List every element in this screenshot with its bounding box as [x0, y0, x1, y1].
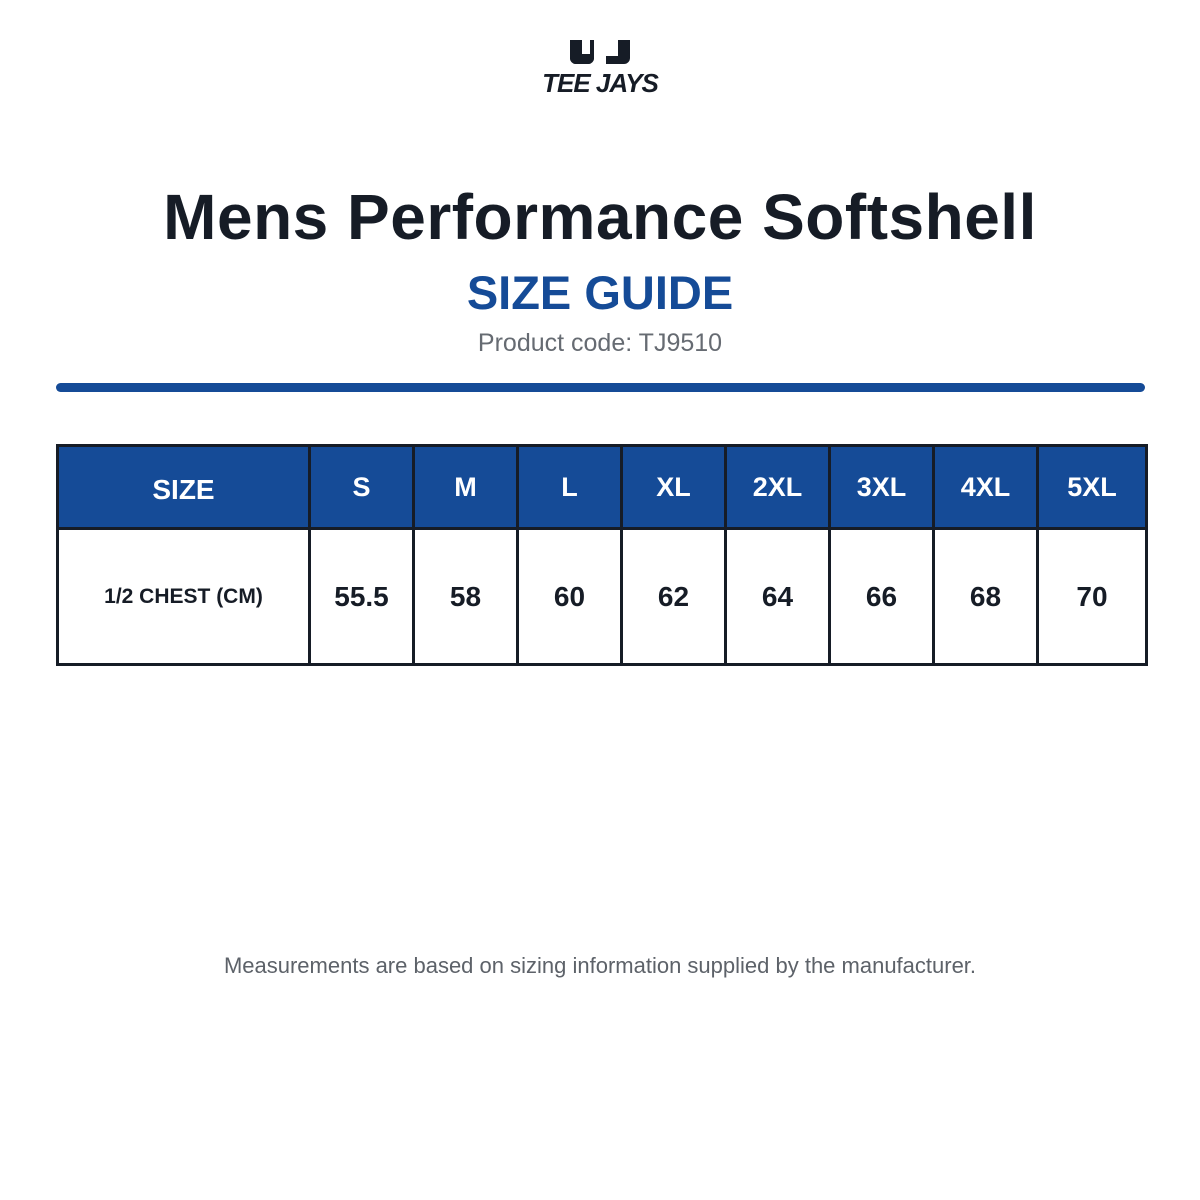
page-subtitle: SIZE GUIDE — [466, 266, 734, 319]
column-header: 3XL — [828, 444, 935, 530]
table-cell: 62 — [620, 527, 727, 666]
column-header: XL — [620, 444, 727, 530]
column-header: S — [308, 444, 415, 530]
column-header: 5XL — [1036, 444, 1148, 530]
size-table: SIZE S M L XL 2XL 3XL 4XL 5XL 1/2 CHEST … — [56, 444, 1148, 666]
table-cell: 64 — [724, 527, 831, 666]
table-cell: 66 — [828, 527, 935, 666]
table-cell: 68 — [932, 527, 1039, 666]
brand-logo: TEE JAYS — [530, 38, 670, 98]
footnote: Measurements are based on sizing informa… — [223, 953, 977, 978]
column-header: 4XL — [932, 444, 1039, 530]
table-header-row: SIZE S M L XL 2XL 3XL 4XL 5XL — [56, 444, 1148, 530]
tee-jays-logo-icon: TEE JAYS — [542, 40, 661, 98]
column-header: M — [412, 444, 519, 530]
column-header: L — [516, 444, 623, 530]
column-header-size: SIZE — [56, 444, 311, 530]
row-label: 1/2 CHEST (CM) — [56, 527, 311, 666]
table-row: 1/2 CHEST (CM) 55.5 58 60 62 64 66 68 70 — [56, 527, 1148, 666]
page-title: Mens Performance Softshell — [163, 181, 1037, 253]
table-cell: 70 — [1036, 527, 1148, 666]
logo-wordmark: TEE JAYS — [542, 68, 659, 98]
table-cell: 55.5 — [308, 527, 415, 666]
column-header: 2XL — [724, 444, 831, 530]
divider — [56, 383, 1145, 392]
table-cell: 60 — [516, 527, 623, 666]
table-cell: 58 — [412, 527, 519, 666]
product-code: Product code: TJ9510 — [477, 329, 723, 357]
